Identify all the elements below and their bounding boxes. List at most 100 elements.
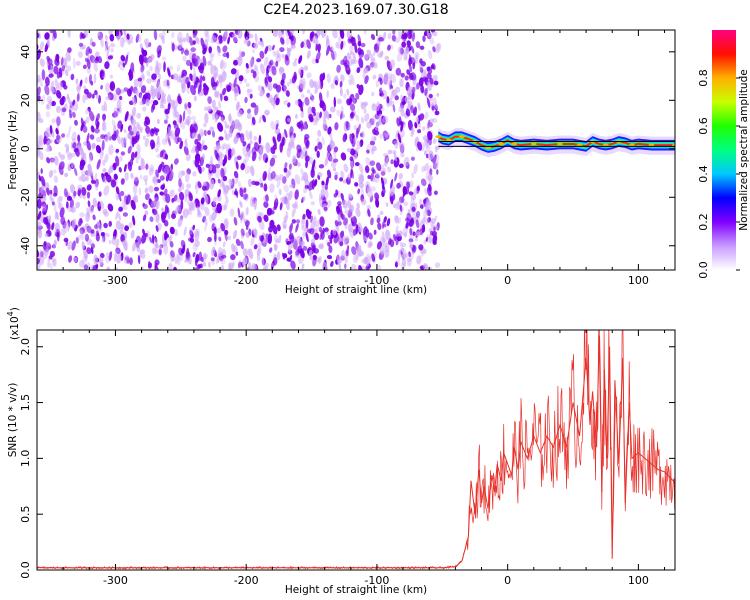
noise-speck-1393 — [359, 139, 364, 147]
noise-speck-1698 — [300, 93, 305, 99]
noise-speck-1848 — [412, 32, 416, 42]
noise-speck-1977 — [133, 176, 139, 182]
noise-speck-1202 — [349, 148, 356, 156]
noise-speck-2047 — [45, 111, 51, 118]
snr-x-tick-label-1: -200 — [234, 574, 259, 587]
noise-speck-627 — [222, 45, 228, 53]
noise-speck-703 — [119, 155, 123, 162]
noise-speck-1742 — [120, 136, 124, 148]
noise-speck-1270 — [413, 164, 418, 174]
noise-speck-2402 — [45, 241, 51, 247]
noise-speck-1792 — [240, 51, 246, 57]
noise-speck-553 — [146, 70, 151, 77]
noise-speck-410 — [227, 235, 232, 241]
noise-speck-615 — [40, 95, 46, 105]
noise-speck-2014 — [390, 159, 394, 165]
noise-speck-1745 — [194, 138, 199, 145]
noise-speck-944 — [379, 210, 384, 216]
noise-speck-17 — [436, 169, 439, 175]
noise-speck-1713 — [140, 253, 146, 259]
noise-speck-1709 — [80, 148, 85, 159]
noise-speck-1923 — [218, 100, 222, 109]
noise-speck-654 — [71, 152, 76, 158]
spec-y-tick-label-0: -40 — [19, 237, 32, 255]
spec-x-tick-label-3: 0 — [504, 274, 511, 287]
noise-speck-1756 — [118, 60, 122, 68]
noise-speck-2558 — [194, 255, 198, 267]
noise-speck-444 — [264, 56, 269, 67]
noise-speck-1962 — [343, 240, 347, 246]
noise-speck-330 — [280, 37, 285, 45]
noise-speck-1694 — [135, 156, 139, 164]
noise-speck-2077 — [105, 256, 110, 264]
noise-speck-1538 — [346, 88, 350, 96]
noise-speck-851 — [37, 225, 43, 230]
noise-speck-1246 — [313, 248, 320, 254]
noise-speck-474 — [66, 151, 73, 158]
noise-speck-1047 — [284, 129, 288, 139]
noise-speck-1777 — [398, 105, 403, 113]
noise-speck-2193 — [179, 120, 186, 130]
noise-speck-158 — [421, 165, 426, 173]
noise-speck-2013 — [168, 65, 174, 71]
noise-speck-48 — [82, 64, 87, 69]
noise-speck-1016 — [68, 255, 73, 263]
noise-speck-1836 — [356, 67, 361, 74]
noise-speck-842 — [310, 215, 313, 223]
noise-speck-530 — [120, 223, 124, 230]
noise-speck-1871 — [429, 230, 434, 236]
noise-speck-954 — [244, 165, 251, 174]
noise-speck-2229 — [400, 122, 404, 132]
noise-speck-1965 — [233, 77, 237, 88]
noise-speck-1548 — [371, 145, 377, 152]
noise-speck-1065 — [319, 101, 325, 109]
noise-speck-1174 — [172, 120, 177, 126]
noise-speck-1099 — [156, 135, 160, 145]
noise-speck-802 — [102, 113, 107, 121]
noise-speck-544 — [130, 229, 135, 239]
noise-speck-407 — [57, 202, 63, 210]
noise-speck-2419 — [325, 110, 330, 120]
noise-speck-1190 — [85, 116, 90, 123]
noise-speck-2354 — [38, 249, 42, 261]
noise-speck-999 — [56, 134, 61, 140]
noise-speck-1542 — [149, 164, 155, 173]
noise-speck-1795 — [318, 196, 323, 208]
noise-speck-2358 — [172, 107, 178, 119]
noise-speck-1555 — [270, 146, 276, 155]
noise-speck-1454 — [190, 115, 197, 121]
noise-speck-2529 — [202, 153, 206, 161]
noise-speck-2366 — [322, 119, 327, 129]
noise-speck-1776 — [104, 136, 109, 142]
noise-speck-897 — [63, 98, 67, 103]
noise-speck-2343 — [411, 92, 415, 100]
noise-speck-2361 — [93, 73, 97, 84]
noise-speck-1595 — [84, 233, 90, 242]
noise-speck-1727 — [433, 226, 436, 232]
noise-speck-812 — [360, 42, 366, 48]
noise-speck-1748 — [424, 111, 429, 120]
noise-speck-2348 — [39, 82, 44, 87]
noise-speck-2536 — [118, 167, 122, 173]
noise-speck-1044 — [304, 179, 310, 186]
noise-speck-1233 — [327, 242, 331, 247]
noise-speck-1309 — [54, 78, 60, 90]
noise-speck-1098 — [428, 93, 433, 99]
noise-speck-397 — [189, 229, 194, 239]
noise-speck-2315 — [351, 37, 356, 47]
noise-speck-2555 — [115, 30, 120, 37]
noise-speck-1357 — [334, 174, 338, 181]
noise-speck-1666 — [294, 99, 300, 106]
noise-speck-1616 — [386, 166, 392, 173]
noise-speck-1747 — [124, 54, 129, 66]
noise-speck-2176 — [235, 161, 239, 170]
noise-speck-1790 — [389, 59, 396, 70]
spec-x-tick-label-0: -300 — [103, 274, 128, 287]
noise-speck-1599 — [123, 129, 127, 134]
noise-speck-2300 — [99, 202, 102, 207]
noise-speck-1493 — [103, 125, 107, 132]
noise-speck-1981 — [156, 78, 160, 89]
noise-speck-2326 — [147, 57, 152, 63]
noise-speck-2144 — [148, 198, 152, 206]
noise-speck-1758 — [336, 98, 343, 105]
